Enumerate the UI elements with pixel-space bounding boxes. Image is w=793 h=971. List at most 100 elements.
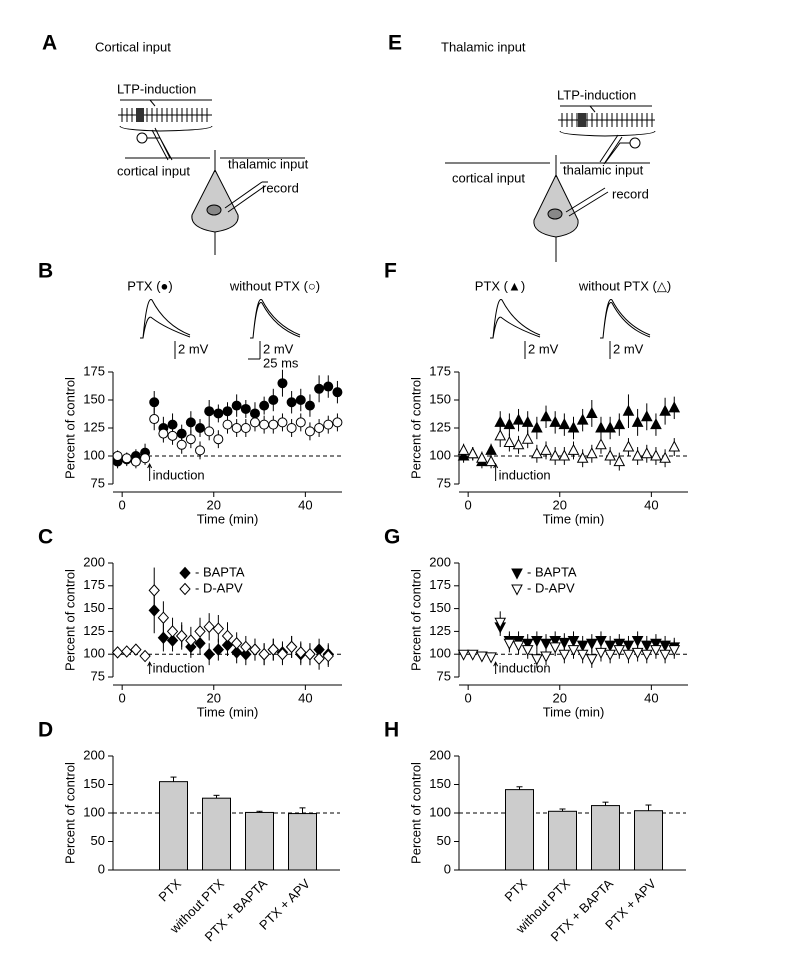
- x-tick-label: PTX: [502, 876, 531, 905]
- marker: [213, 408, 224, 419]
- y-tick-label: 100: [429, 646, 451, 661]
- trace-label: PTX (▲): [475, 278, 525, 293]
- marker: [668, 401, 681, 413]
- marker: [240, 403, 251, 414]
- induction-arrow: [493, 462, 499, 481]
- marker: [213, 434, 224, 445]
- marker: [604, 649, 616, 661]
- legend-marker: [179, 582, 191, 596]
- bar: [591, 805, 620, 871]
- marker: [332, 387, 343, 398]
- y-tick-label: 100: [83, 447, 105, 462]
- x-tick-label: 40: [644, 690, 658, 705]
- marker: [485, 443, 497, 455]
- y-tick-label: 150: [429, 600, 451, 615]
- y-axis-label: Percent of control: [62, 569, 77, 671]
- bar: [505, 789, 534, 871]
- trace: [600, 299, 651, 339]
- legend-label: - BAPTA: [195, 564, 245, 579]
- scale-label: 2 mV: [178, 341, 209, 356]
- y-tick-label: 100: [83, 804, 105, 819]
- marker: [268, 419, 279, 430]
- marker: [277, 378, 288, 389]
- neuron: [191, 168, 239, 233]
- y-tick-label: 150: [83, 600, 105, 615]
- y-tick-label: 100: [429, 804, 451, 819]
- marker: [503, 435, 516, 448]
- y-axis-label: Percent of control: [62, 762, 77, 864]
- marker: [595, 438, 607, 450]
- diagram-a: A Cortical input LTP-induction cortical …: [42, 32, 309, 255]
- marker: [304, 426, 315, 437]
- marker: [322, 649, 334, 663]
- x-axis-label: Time (min): [197, 511, 259, 526]
- scale-label: 25 ms: [263, 355, 299, 370]
- trace: [250, 299, 301, 339]
- y-tick-label: 150: [429, 776, 451, 791]
- marker: [503, 418, 516, 430]
- panel-label: G: [384, 526, 400, 549]
- marker: [185, 417, 196, 428]
- marker: [212, 622, 225, 635]
- y-tick-label: 200: [429, 554, 451, 569]
- y-tick-label: 75: [91, 475, 105, 490]
- marker: [576, 451, 589, 463]
- marker: [668, 645, 681, 657]
- marker: [194, 625, 206, 638]
- marker: [314, 423, 325, 433]
- induction-arrow: [147, 462, 153, 481]
- marker: [195, 423, 206, 433]
- bar: [202, 797, 231, 871]
- marker: [640, 410, 653, 422]
- diagram-title: Thalamic input: [441, 39, 526, 54]
- y-tick-label: 200: [83, 747, 105, 762]
- marker: [140, 453, 151, 464]
- marker: [258, 647, 270, 661]
- legend-label: - D-APV: [195, 580, 243, 595]
- marker: [222, 419, 233, 430]
- marker: [659, 404, 671, 416]
- y-tick-label: 150: [83, 776, 105, 791]
- thalamic-label: thalamic input: [228, 156, 309, 171]
- marker: [203, 647, 215, 661]
- marker: [650, 449, 662, 461]
- marker: [466, 649, 479, 661]
- marker: [659, 451, 671, 463]
- legend-marker: [511, 568, 523, 580]
- y-tick-label: 75: [91, 668, 105, 683]
- neuron: [533, 173, 579, 238]
- marker: [130, 643, 142, 656]
- marker: [185, 634, 197, 647]
- x-tick-label: 0: [119, 497, 126, 512]
- marker: [121, 645, 133, 658]
- marker: [148, 584, 160, 597]
- y-tick-label: 150: [429, 391, 451, 406]
- y-tick-label: 50: [91, 833, 105, 848]
- marker: [585, 638, 598, 650]
- x-tick-label: 20: [207, 497, 221, 512]
- marker: [457, 649, 470, 661]
- marker: [285, 640, 298, 654]
- x-axis-label: Time (min): [543, 704, 605, 719]
- y-axis-label: Percent of control: [408, 569, 423, 671]
- thalamic-label: thalamic input: [563, 162, 644, 177]
- scale-label: 2 mV: [528, 341, 559, 356]
- marker: [249, 643, 261, 656]
- marker: [558, 449, 571, 461]
- marker: [121, 453, 132, 464]
- marker: [494, 429, 507, 441]
- panel-label: H: [384, 719, 399, 742]
- marker: [231, 400, 242, 411]
- marker: [640, 649, 653, 661]
- marker: [613, 455, 626, 467]
- x-axis-label: Time (min): [197, 704, 259, 719]
- marker: [286, 423, 297, 433]
- x-tick-label: 40: [644, 497, 658, 512]
- y-tick-label: 200: [83, 554, 105, 569]
- marker: [221, 629, 234, 643]
- marker: [576, 649, 589, 661]
- marker: [521, 645, 534, 657]
- stim-electrode: [147, 127, 173, 161]
- annotation: induction: [499, 467, 551, 482]
